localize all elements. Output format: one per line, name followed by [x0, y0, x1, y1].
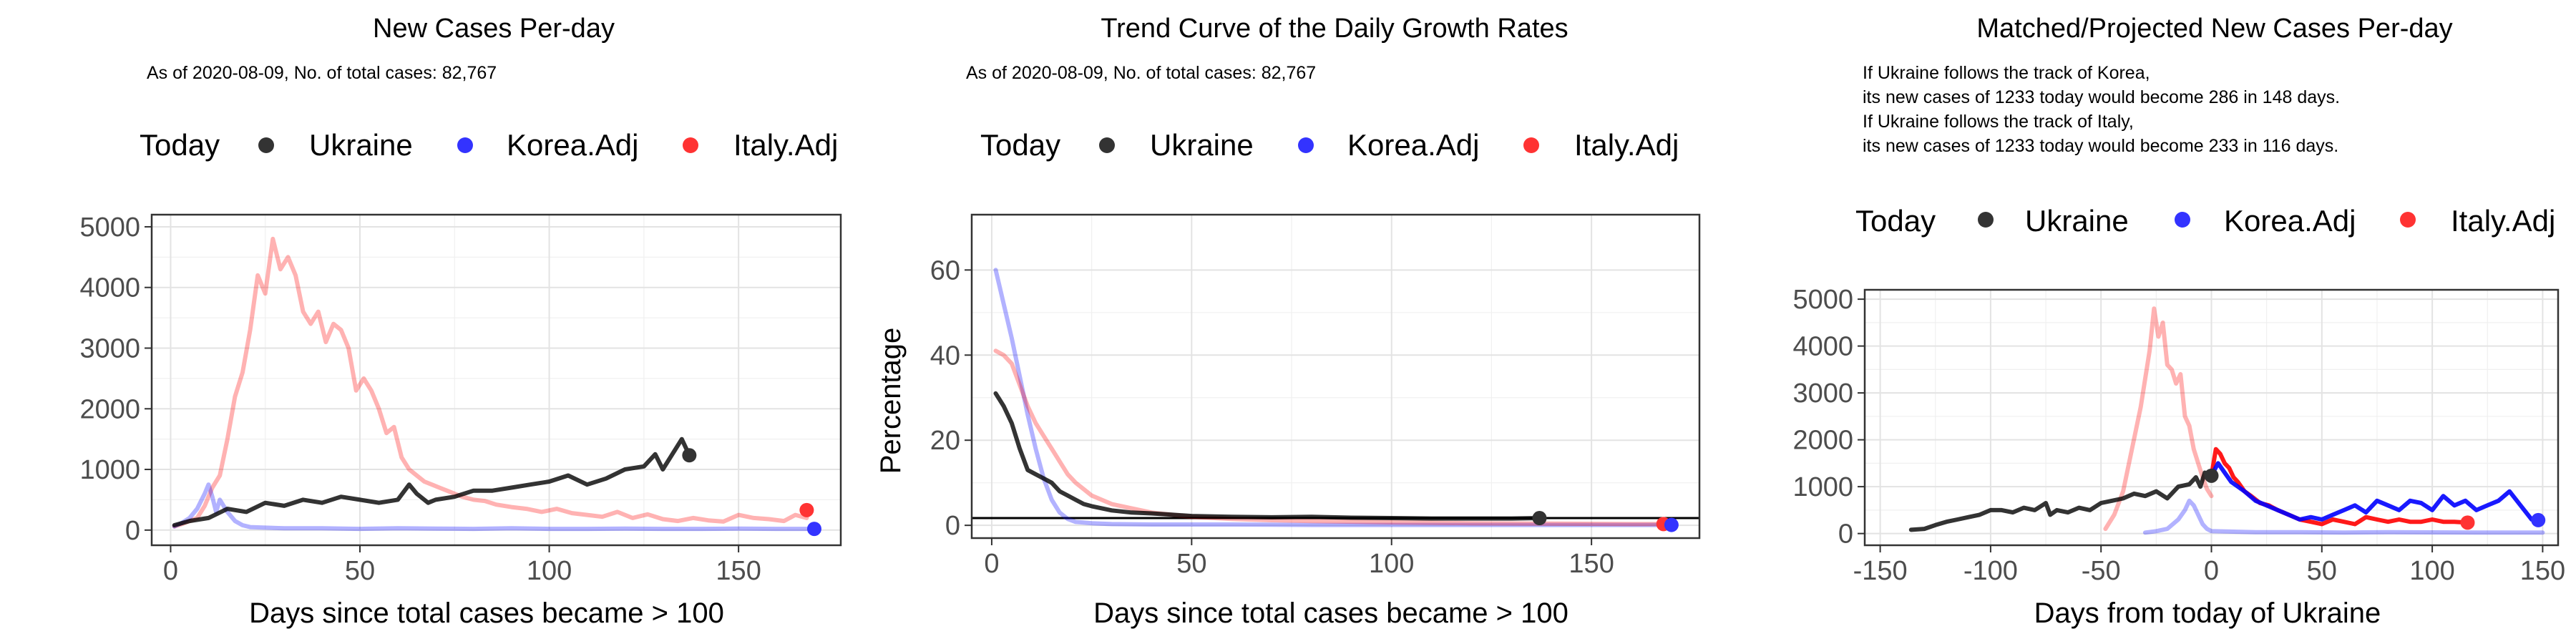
- legend-marker-korea: [457, 137, 473, 153]
- panel-border: [1863, 288, 2560, 547]
- legend-title: Today: [1855, 204, 1936, 238]
- panel-3-subtitle-line-2: its new cases of 1233 today would become…: [1863, 87, 2340, 107]
- legend-label-italy: Italy.Adj: [2451, 204, 2555, 238]
- y-tick-label: 0: [1838, 519, 1853, 550]
- legend-marker-italy: [1523, 137, 1539, 153]
- series-line-ukraine: [1908, 470, 2214, 532]
- panel-border: [970, 213, 1701, 540]
- x-tick-label: -150: [1853, 556, 1908, 586]
- legend-marker-korea: [2175, 212, 2190, 228]
- legend-title: Today: [140, 128, 220, 162]
- y-tick-label: 20: [930, 426, 960, 456]
- legend-marker-korea: [1298, 137, 1314, 153]
- y-tick-label: 4000: [1792, 332, 1853, 362]
- panel-3-subtitle-line-3: If Ukraine follows the track of Italy,: [1863, 112, 2134, 132]
- panel-3-title: Matched/Projected New Cases Per-day: [1976, 14, 2452, 44]
- panel-1-title: New Cases Per-day: [373, 14, 615, 44]
- y-tick-label: 2000: [1792, 426, 1853, 456]
- legend-label-korea: Korea.Adj: [1347, 128, 1479, 162]
- y-tick-label: 5000: [1792, 285, 1853, 315]
- panel-1-subtitle: As of 2020-08-09, No. of total cases: 82…: [147, 63, 497, 83]
- x-axis-label: Days from today of Ukraine: [2034, 597, 2381, 629]
- panel-projected-cases: Matched/Projected New Cases Per-day If U…: [1792, 14, 2565, 629]
- panel-border: [150, 213, 842, 547]
- y-tick-label: 3000: [1792, 379, 1853, 409]
- x-tick-label: -100: [1963, 556, 2018, 586]
- y-tick-label: 2000: [79, 394, 140, 424]
- series-line-korea: [2209, 461, 2541, 522]
- series-line-ukraine: [993, 391, 1542, 521]
- panel-3-subtitle-line-1: If Ukraine follows the track of Korea,: [1863, 63, 2150, 83]
- today-point-korea: [1664, 517, 1679, 532]
- y-tick-label: 4000: [79, 273, 140, 303]
- panel-2-legend: Today Ukraine Korea.Adj Italy.Adj: [980, 128, 1679, 162]
- x-tick-label: 150: [716, 556, 761, 586]
- legend-marker-ukraine: [1978, 212, 1994, 228]
- legend-label-ukraine: Ukraine: [309, 128, 413, 162]
- series-line-italy: [2103, 306, 2214, 532]
- x-axis-label: Days since total cases became > 100: [1093, 597, 1568, 629]
- series-line-korea: [993, 268, 1674, 527]
- panel-growth-rates: Trend Curve of the Daily Growth Rates As…: [875, 14, 1701, 629]
- legend-label-italy: Italy.Adj: [1574, 128, 1679, 162]
- y-tick-label: 1000: [79, 455, 140, 485]
- panel-3-subtitle-line-4: its new cases of 1233 today would become…: [1863, 136, 2338, 156]
- legend-marker-italy: [2400, 212, 2416, 228]
- legend-marker-ukraine: [258, 137, 274, 153]
- x-tick-label: 50: [2307, 556, 2337, 586]
- x-tick-label: 50: [345, 556, 375, 586]
- y-axis-label: Percentage: [875, 328, 907, 474]
- x-tick-label: 0: [984, 549, 999, 579]
- today-point-italy: [2460, 515, 2475, 530]
- panel-2-subtitle: As of 2020-08-09, No. of total cases: 82…: [966, 63, 1316, 83]
- series-line-italy: [2209, 447, 2470, 527]
- legend-label-italy: Italy.Adj: [733, 128, 838, 162]
- today-point-ukraine: [682, 448, 697, 463]
- legend-label-ukraine: Ukraine: [1150, 128, 1254, 162]
- x-tick-label: 100: [2409, 556, 2454, 586]
- x-tick-label: 100: [1369, 549, 1414, 579]
- x-tick-label: 150: [1568, 549, 1614, 579]
- series-line-ukraine: [172, 436, 692, 527]
- today-point-italy: [799, 502, 814, 517]
- series-line-italy: [993, 348, 1666, 527]
- series-line-italy: [172, 236, 809, 529]
- y-tick-label: 5000: [79, 213, 140, 243]
- y-tick-label: 0: [945, 511, 960, 541]
- x-tick-label: 100: [527, 556, 572, 586]
- x-axis-label: Days since total cases became > 100: [249, 597, 724, 629]
- x-tick-label: 50: [1176, 549, 1206, 579]
- today-point-korea: [806, 522, 821, 537]
- legend-title: Today: [980, 128, 1060, 162]
- plot-area-new-cases: 0 50 100 150 0 1000 2000 3000 4000 5000: [79, 213, 842, 586]
- x-tick-label: 150: [2520, 556, 2565, 586]
- today-point-ukraine: [1532, 511, 1547, 526]
- series-line-korea: [172, 482, 816, 532]
- legend-label-korea: Korea.Adj: [2224, 204, 2356, 238]
- panel-new-cases: New Cases Per-day As of 2020-08-09, No. …: [79, 14, 842, 629]
- legend-marker-ukraine: [1099, 137, 1115, 153]
- legend-label-ukraine: Ukraine: [2025, 204, 2129, 238]
- legend-label-korea: Korea.Adj: [507, 128, 638, 162]
- panel-3-legend: Today Ukraine Korea.Adj Italy.Adj: [1855, 204, 2555, 238]
- panel-2-title: Trend Curve of the Daily Growth Rates: [1101, 14, 1568, 44]
- x-tick-label: -50: [2082, 556, 2121, 586]
- y-tick-label: 3000: [79, 333, 140, 364]
- series-line-korea: [2142, 498, 2545, 535]
- y-tick-label: 0: [125, 516, 140, 546]
- today-point-korea: [2531, 512, 2546, 527]
- y-tick-label: 60: [930, 255, 960, 286]
- y-tick-label: 1000: [1792, 472, 1853, 502]
- x-tick-label: 0: [2204, 556, 2219, 586]
- plot-area-growth-rates: 0 50 100 150 0 20 40 60: [930, 213, 1701, 579]
- plot-area-projected-cases: -150 -100 -50 0 50 100 150 0 1000 2000 3000 4000 500…: [1792, 285, 2565, 586]
- y-tick-label: 40: [930, 341, 960, 371]
- panel-1-legend: Today Ukraine Korea.Adj Italy.Adj: [140, 128, 838, 162]
- legend-marker-italy: [683, 137, 698, 153]
- today-point-ukraine: [2204, 468, 2219, 483]
- x-tick-label: 0: [163, 556, 178, 586]
